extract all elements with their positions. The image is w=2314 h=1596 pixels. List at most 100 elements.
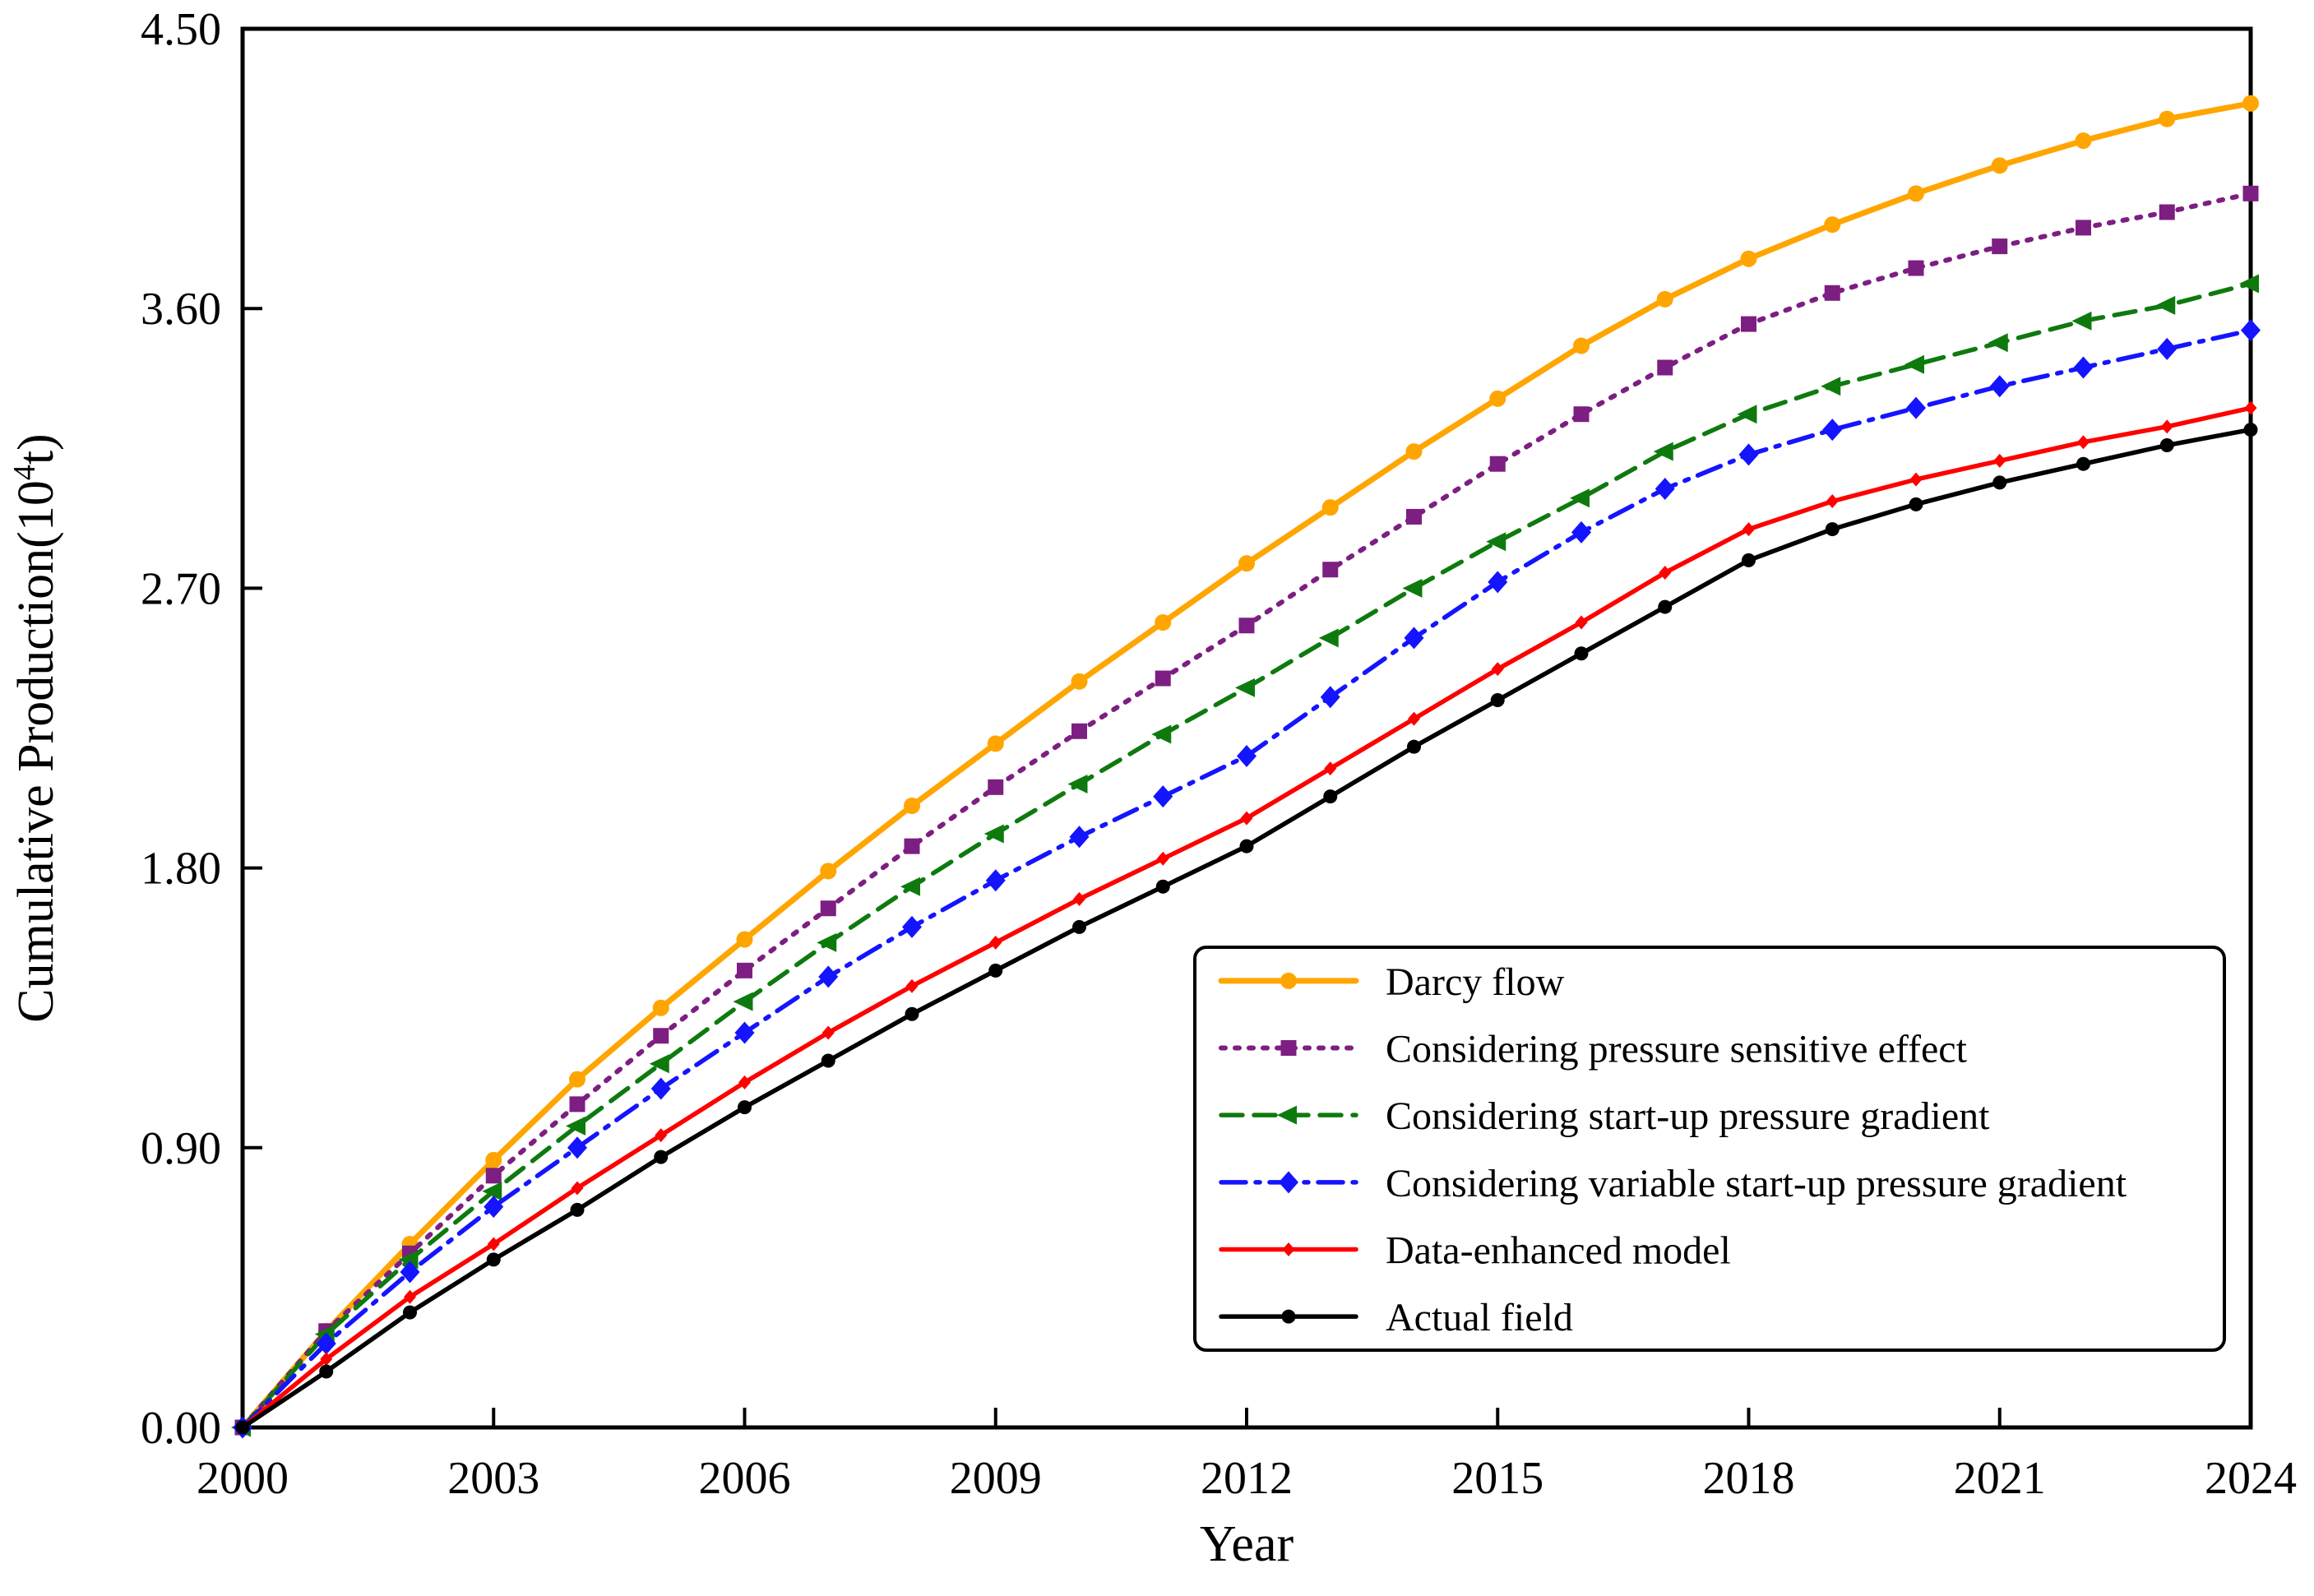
- data-point-marker: [570, 1202, 585, 1217]
- legend-label: Considering pressure sensitive effect: [1386, 1028, 1968, 1071]
- x-tick-label: 2009: [950, 1453, 1042, 1504]
- data-point-marker: [2242, 185, 2259, 201]
- data-point-marker: [569, 1071, 585, 1088]
- legend-sample-marker: [1282, 1242, 1295, 1256]
- data-point-marker: [900, 877, 920, 896]
- series-considering-start-up-pressure-gradient: [231, 274, 2259, 1437]
- data-point-marker: [1909, 472, 1923, 487]
- data-point-marker: [653, 1028, 669, 1044]
- y-tick-label: 0.00: [141, 1403, 221, 1454]
- data-point-marker: [571, 1181, 584, 1196]
- y-tick-label: 4.50: [141, 4, 221, 55]
- series-actual-field: [235, 423, 2258, 1435]
- x-tick-label: 2018: [1703, 1453, 1795, 1504]
- data-point-marker: [1826, 494, 1839, 509]
- data-point-marker: [2159, 110, 2176, 127]
- legend-sample-marker: [1280, 1040, 1297, 1056]
- data-point-marker: [821, 1025, 835, 1040]
- data-point-marker: [987, 735, 1004, 752]
- data-point-marker: [1574, 646, 1589, 661]
- data-point-marker: [566, 1116, 585, 1136]
- data-point-marker: [235, 1420, 250, 1435]
- data-point-marker: [2244, 400, 2257, 415]
- data-point-marker: [905, 1006, 919, 1021]
- data-point-marker: [398, 1250, 419, 1270]
- data-point-marker: [1067, 775, 1088, 794]
- data-point-marker: [1322, 562, 1339, 578]
- data-point-marker: [820, 863, 837, 880]
- data-point-marker: [1072, 919, 1086, 934]
- legend-label: Data-enhanced model: [1386, 1229, 1731, 1273]
- data-point-marker: [2073, 356, 2094, 379]
- data-point-marker: [1155, 613, 1172, 631]
- legend-label: Darcy flow: [1386, 960, 1565, 1004]
- legend-item-darcy-flow: Darcy flow: [1218, 960, 1565, 1004]
- data-point-marker: [2076, 456, 2090, 471]
- data-point-marker: [485, 1168, 502, 1184]
- data-point-marker: [1486, 532, 1506, 552]
- y-tick-label: 1.80: [141, 844, 221, 895]
- data-point-marker: [1991, 157, 2008, 174]
- x-axis: 2000 2003 2006 2009 2012 2015 2018 2021 2024: [197, 1408, 2297, 1504]
- data-point-marker: [1825, 522, 1840, 537]
- data-point-marker: [820, 900, 836, 917]
- data-point-marker: [904, 838, 920, 854]
- legend-item-actual-field: Actual field: [1219, 1296, 1573, 1339]
- x-tick-label: 2000: [197, 1453, 289, 1504]
- x-tick-label: 2015: [1451, 1453, 1543, 1504]
- data-point-marker: [1153, 785, 1173, 808]
- data-point-marker: [2159, 438, 2174, 453]
- data-point-marker: [2076, 220, 2091, 236]
- data-point-marker: [1824, 216, 1841, 234]
- data-point-marker: [1989, 375, 2010, 398]
- data-point-marker: [1318, 628, 1339, 648]
- data-point-marker: [652, 999, 669, 1016]
- data-point-marker: [482, 1182, 502, 1201]
- data-point-marker: [904, 798, 920, 814]
- legend-item-considering-start-up-pressure-gradient: Considering start-up pressure gradient: [1219, 1094, 1990, 1138]
- legend-label: Actual field: [1386, 1296, 1573, 1339]
- data-point-marker: [738, 1100, 752, 1115]
- data-point-marker: [1071, 673, 1088, 690]
- data-point-marker: [1237, 745, 1257, 768]
- y-axis: 0.00 0.90 1.80 2.70 3.60 4.50: [141, 4, 262, 1454]
- data-point-marker: [983, 824, 1004, 844]
- x-tick-label: 2003: [447, 1453, 539, 1504]
- data-point-marker: [1821, 377, 1841, 396]
- legend: Darcy flow Considering pressure sensitive…: [1193, 946, 2226, 1352]
- data-point-marker: [2075, 132, 2092, 150]
- data-point-marker: [1239, 839, 1254, 854]
- data-point-marker: [1656, 290, 1673, 308]
- x-tick-label: 2006: [699, 1453, 791, 1504]
- y-tick-label: 0.90: [141, 1123, 221, 1174]
- legend-item-considering-variable-start-up-pressure-gradient: Considering variable start-up pressure g…: [1219, 1162, 2127, 1205]
- data-point-marker: [1573, 406, 1590, 423]
- data-point-marker: [1402, 578, 1423, 598]
- data-point-marker: [1406, 508, 1422, 525]
- data-point-marker: [818, 965, 839, 988]
- data-point-marker: [1407, 739, 1421, 754]
- data-point-marker: [1405, 443, 1423, 460]
- data-point-marker: [1238, 555, 1255, 572]
- data-point-marker: [1156, 851, 1169, 866]
- data-point-marker: [1573, 337, 1590, 354]
- data-point-marker: [2241, 319, 2261, 342]
- data-point-marker: [485, 1151, 502, 1168]
- data-point-marker: [487, 1237, 500, 1251]
- data-point-marker: [1822, 419, 1843, 442]
- data-point-marker: [1321, 499, 1339, 516]
- data-point-marker: [400, 1261, 420, 1284]
- data-point-marker: [654, 1150, 669, 1164]
- x-axis-title: Year: [1200, 1516, 1294, 1572]
- data-point-marker: [1909, 497, 1923, 511]
- data-point-marker: [1824, 285, 1840, 301]
- legend-sample-marker: [1280, 972, 1297, 989]
- data-point-marker: [1489, 390, 1506, 407]
- data-point-marker: [1490, 692, 1505, 707]
- data-point-marker: [320, 1352, 333, 1367]
- data-point-marker: [733, 992, 753, 1011]
- data-point-marker: [738, 1075, 751, 1089]
- series-markers-considering-pressure-sensitive-effect: [234, 185, 2259, 1436]
- series-markers-data-enhanced-model: [236, 400, 2257, 1435]
- data-point-marker: [985, 869, 1006, 892]
